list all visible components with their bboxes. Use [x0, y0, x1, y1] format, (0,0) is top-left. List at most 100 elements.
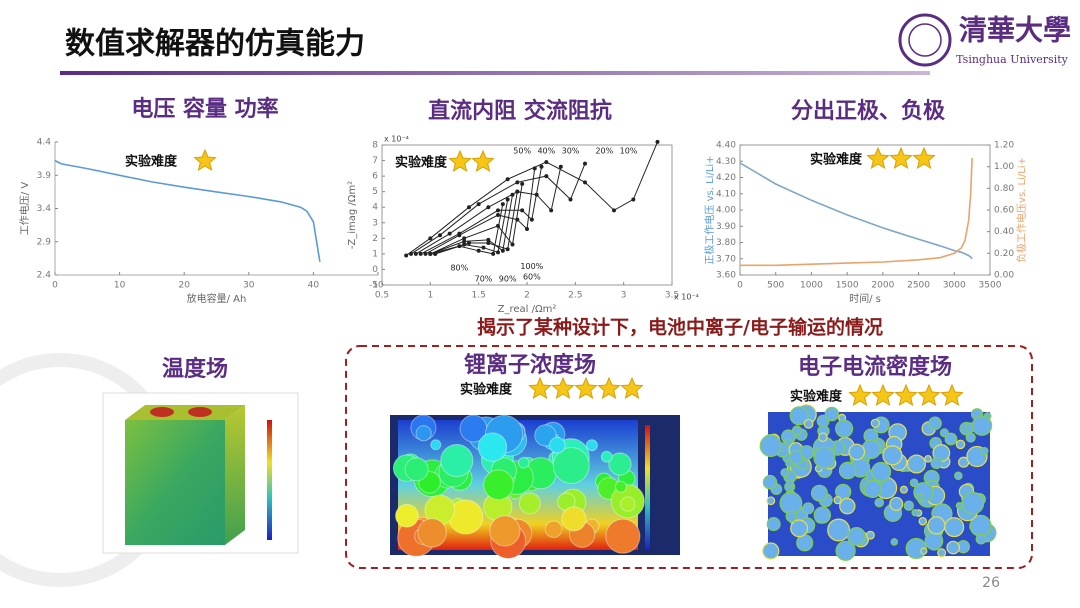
x-tick-label: 0.5 — [375, 291, 389, 301]
series-marker — [486, 237, 491, 242]
star — [528, 376, 552, 399]
y-exponent: x 10⁻⁴ — [384, 135, 409, 144]
particle — [833, 496, 842, 505]
star — [551, 376, 575, 399]
particle — [608, 452, 632, 476]
series-marker — [486, 241, 491, 245]
star — [894, 383, 918, 406]
logo-seal — [898, 13, 952, 67]
particle — [882, 445, 903, 466]
y-tick-label: 4.00 — [716, 206, 736, 216]
y-tick-label: 4.10 — [716, 189, 736, 199]
series-marker — [510, 242, 515, 247]
chart: 3.60 3.70 3.80 3.90 4.00 4.10 4.20 4.30 4.40 0.00… — [703, 141, 1028, 306]
x-tick-label: 1 — [427, 291, 433, 301]
particle — [786, 479, 795, 488]
y2-tick-label: 1.00 — [994, 162, 1014, 172]
y2-tick-label: 0.40 — [994, 227, 1014, 237]
particle — [944, 432, 958, 446]
x-tick-label: 3 — [621, 291, 627, 301]
series-marker — [520, 208, 525, 213]
particle — [928, 416, 942, 431]
series-marker — [467, 241, 471, 245]
series-label: 10% — [620, 147, 638, 156]
y-tick-label: 3.70 — [716, 254, 736, 264]
x-tick-label: 3000 — [943, 281, 966, 291]
series-marker — [433, 251, 438, 256]
particle — [889, 496, 904, 511]
series-marker — [539, 164, 544, 169]
particle — [946, 540, 961, 555]
series-marker — [496, 213, 500, 217]
particle — [417, 518, 447, 548]
series-marker — [520, 181, 525, 186]
particle — [863, 479, 882, 498]
series-label: 80% — [450, 263, 468, 272]
y-tick-label: 1 — [372, 249, 378, 259]
colorbar — [267, 420, 272, 540]
y2-tick-label: 0.60 — [994, 206, 1014, 216]
particle — [762, 542, 780, 560]
star — [620, 376, 644, 399]
particle — [517, 456, 530, 469]
star — [866, 146, 890, 169]
x-tick-label: 20 — [178, 281, 190, 291]
series-marker — [462, 236, 467, 241]
particle — [955, 439, 966, 450]
x-axis-label: 时间/ s — [849, 292, 881, 305]
series-marker — [409, 251, 413, 256]
y-tick-label: 2.9 — [37, 237, 52, 247]
particle — [965, 432, 976, 443]
y-tick-label: 6 — [372, 172, 378, 182]
section-title: 直流内阻 交流阻抗 — [428, 98, 612, 124]
series-label: 100% — [520, 262, 543, 271]
x-tick-label: 2500 — [907, 281, 930, 291]
particle — [847, 527, 866, 546]
particle — [813, 506, 831, 524]
series-label: 90% — [499, 274, 517, 283]
particle — [980, 446, 989, 456]
particle — [899, 485, 908, 494]
particle — [918, 516, 928, 526]
particle — [415, 425, 432, 442]
particle — [909, 478, 919, 488]
particle — [790, 519, 809, 538]
particle — [870, 418, 880, 428]
box-front — [125, 420, 225, 545]
star — [917, 383, 941, 406]
y-axis-label: 正极工作电压 vs. Li/Li+ — [703, 155, 716, 264]
section-title: 电压 容量 功率 — [131, 96, 278, 122]
y-tick-label: -1 — [369, 281, 378, 291]
x-tick-label: 3.5 — [665, 291, 679, 301]
colorbar — [645, 425, 650, 550]
series-marker — [532, 166, 537, 171]
particle — [620, 496, 636, 512]
series-marker — [631, 197, 636, 202]
series-marker — [428, 251, 433, 256]
x-axis-label: 放电容量/ Ah — [187, 292, 247, 305]
x-tick-label: 1500 — [836, 281, 859, 291]
particle — [861, 439, 882, 460]
terminal — [150, 407, 174, 417]
particle — [549, 436, 566, 454]
series-marker — [655, 139, 660, 144]
series-line — [435, 191, 518, 255]
logo-seal-inner — [908, 23, 942, 57]
particle — [605, 518, 641, 554]
series-marker — [515, 180, 520, 185]
star — [940, 383, 964, 406]
particle — [975, 533, 987, 545]
x-tick-label: 40 — [308, 281, 320, 291]
particle — [848, 443, 866, 461]
particle — [440, 443, 474, 478]
y2-axis-label: 负极工作电压vs. Li/Li+ — [1015, 157, 1028, 263]
section-title: 温度场 — [162, 356, 228, 382]
star — [912, 146, 936, 169]
series-marker — [558, 164, 563, 169]
particle — [813, 446, 836, 469]
series-marker — [529, 217, 534, 222]
series-marker — [404, 253, 409, 258]
series-marker — [447, 231, 452, 236]
